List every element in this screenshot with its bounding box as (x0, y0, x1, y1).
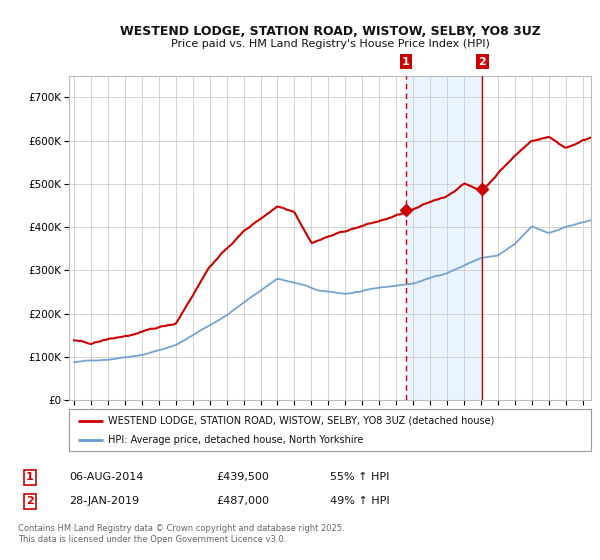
Text: 1: 1 (402, 57, 410, 67)
Text: 1: 1 (26, 472, 34, 482)
Text: HPI: Average price, detached house, North Yorkshire: HPI: Average price, detached house, Nort… (108, 435, 364, 445)
Text: 55% ↑ HPI: 55% ↑ HPI (330, 472, 389, 482)
Text: Contains HM Land Registry data © Crown copyright and database right 2025.
This d: Contains HM Land Registry data © Crown c… (18, 524, 344, 544)
Text: 28-JAN-2019: 28-JAN-2019 (69, 496, 139, 506)
Text: Price paid vs. HM Land Registry's House Price Index (HPI): Price paid vs. HM Land Registry's House … (170, 39, 490, 49)
Text: 06-AUG-2014: 06-AUG-2014 (69, 472, 143, 482)
Text: £439,500: £439,500 (216, 472, 269, 482)
Bar (406, 76, 482, 400)
Text: WESTEND LODGE, STATION ROAD, WISTOW, SELBY, YO8 3UZ: WESTEND LODGE, STATION ROAD, WISTOW, SEL… (119, 25, 541, 38)
Text: 49% ↑ HPI: 49% ↑ HPI (330, 496, 389, 506)
Text: 2: 2 (478, 57, 486, 67)
Text: WESTEND LODGE, STATION ROAD, WISTOW, SELBY, YO8 3UZ (detached house): WESTEND LODGE, STATION ROAD, WISTOW, SEL… (108, 416, 494, 426)
Text: £487,000: £487,000 (216, 496, 269, 506)
Text: 2: 2 (26, 496, 34, 506)
